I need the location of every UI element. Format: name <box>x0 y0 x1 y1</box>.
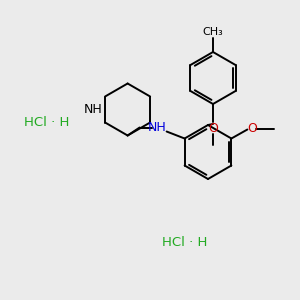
Text: O: O <box>208 122 218 136</box>
Text: CH₃: CH₃ <box>202 27 224 37</box>
Text: NH: NH <box>84 103 103 116</box>
Text: NH: NH <box>148 121 167 134</box>
Text: HCl · H: HCl · H <box>24 116 70 128</box>
Text: HCl · H: HCl · H <box>162 236 208 248</box>
Text: O: O <box>248 122 257 135</box>
